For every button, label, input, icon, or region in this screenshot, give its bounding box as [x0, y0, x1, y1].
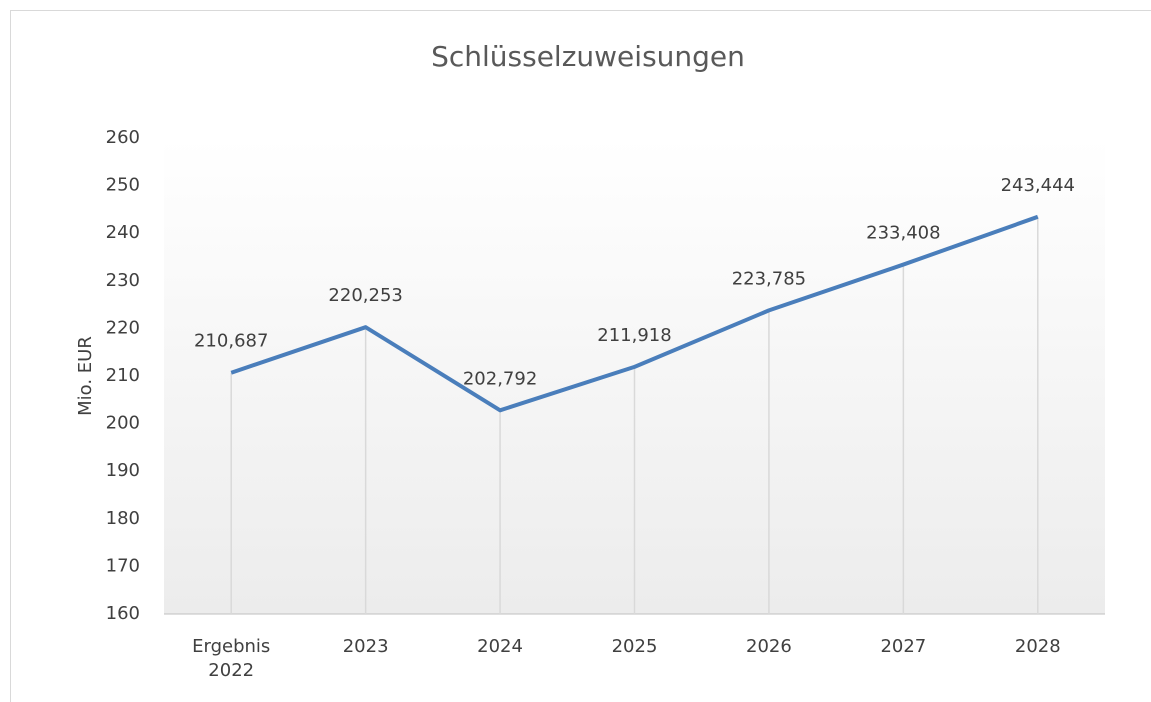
y-tick-label: 170	[106, 555, 140, 576]
y-tick-label: 160	[106, 603, 140, 624]
x-tick-label: 2028	[1015, 636, 1061, 657]
x-tick-label: Ergebnis 2022	[192, 636, 270, 681]
x-tick-label: 2024	[477, 636, 523, 657]
x-tick-label: 2026	[746, 636, 792, 657]
y-tick-label: 240	[106, 222, 140, 243]
data-label: 210,687	[194, 331, 268, 352]
y-tick-label: 200	[106, 413, 140, 434]
line-series	[230, 214, 1039, 413]
x-tick-label: 2027	[880, 636, 926, 657]
x-tick-label-line: 2022	[208, 660, 254, 681]
data-label: 220,253	[328, 285, 402, 306]
x-tick-label: 2025	[612, 636, 658, 657]
data-label: 202,792	[463, 368, 537, 389]
y-tick-label: 190	[106, 460, 140, 481]
chart-title: Schlüsselzuweisungen	[431, 40, 745, 73]
y-axis-label: Mio. EUR	[75, 336, 96, 416]
y-tick-label: 180	[106, 508, 140, 529]
data-label: 211,918	[597, 325, 671, 346]
y-tick-label: 230	[106, 270, 140, 291]
data-label: 233,408	[866, 223, 940, 244]
y-tick-label: 250	[106, 175, 140, 196]
y-tick-label: 220	[106, 317, 140, 338]
y-tick-label: 210	[106, 365, 140, 386]
y-tick-label: 260	[106, 127, 140, 148]
data-label: 243,444	[1001, 175, 1075, 196]
x-tick-label: 2023	[343, 636, 389, 657]
x-tick-label-line: Ergebnis	[192, 636, 270, 657]
data-label: 223,785	[732, 268, 806, 289]
